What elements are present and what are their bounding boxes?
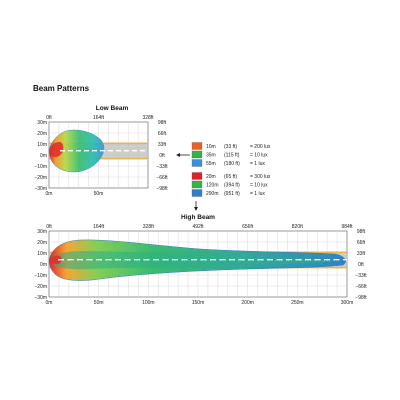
arrow-down-icon [194,207,198,211]
x-tick-label-bottom: 250m [291,300,304,306]
legend-feet: (115 ft) [224,153,240,159]
legend-distance: 290m [206,191,219,197]
legend-distance: 35m [206,153,216,159]
arrow-left-icon [176,153,180,157]
y-tick-label-right: 33ft [357,251,366,257]
legend-swatch [191,142,203,150]
legend-distance: 20m [206,174,216,180]
y-tick-label-right: 66ft [158,131,167,137]
y-tick-label-left: 20m [37,240,47,246]
low-beam-pattern-core [49,142,64,158]
y-tick-label-left: −30m [34,295,47,301]
page-title: Beam Patterns [33,84,90,93]
legend-lux: = 200 lux [250,144,271,150]
legend-lux: = 1 lux [250,161,265,167]
legend-distance: 120m [206,183,219,189]
x-tick-label-bottom: 50m [94,300,104,306]
legend-feet: (65 ft) [224,174,237,180]
low-beam-chart: Low Beam 30m 20m 10m 0m −10m −20m −30m 98ft 66ft… [34,105,168,197]
x-tick-label-top: 0ft [46,224,52,230]
y-tick-label-left: 30m [37,229,47,235]
x-tick-label-bottom: 200m [241,300,254,306]
y-tick-label-left: 10m [37,142,47,148]
y-tick-label-right: −66ft [156,175,168,181]
high-beam-pattern-core [50,255,62,265]
y-tick-label-left: 0m [40,153,47,159]
y-tick-label-right: 0ft [358,262,364,268]
legend-lux: = 300 lux [250,174,271,180]
legend-swatch [191,150,203,159]
legend-swatch [191,189,203,197]
x-tick-label-top: 820ft [292,224,304,230]
legend-swatch [191,172,203,180]
legend-feet: (394 ft) [224,183,240,189]
y-tick-label-right: −33ft [355,273,367,279]
high-beam-chart: High Beam 30m 20m 10m 0m −10m −20m −30m 98ft 66f… [34,214,367,306]
y-tick-label-right: 33ft [158,142,167,148]
x-tick-label-top: 0ft [46,115,52,121]
x-tick-label-top: 164ft [93,115,105,121]
y-tick-label-right: 0ft [159,153,165,159]
legend-feet: (951 ft) [224,191,240,197]
legend-feet: (33 ft) [224,144,237,150]
legend-swatch [191,159,203,167]
x-tick-label-bottom: 300m [341,300,354,306]
y-tick-label-left: 0m [40,262,47,268]
x-tick-label-bottom: 0m [46,300,53,306]
x-tick-label-top: 656ft [242,224,254,230]
high-beam-title: High Beam [181,214,215,221]
legend-distance: 10m [206,144,216,150]
y-tick-label-left: 20m [37,131,47,137]
y-tick-label-left: −30m [34,186,47,192]
x-tick-label-top: 984ft [341,224,353,230]
legend-lux: = 1 lux [250,191,265,197]
y-tick-label-left: 30m [37,120,47,126]
y-tick-label-right: 98ft [158,120,167,126]
legend-feet: (180 ft) [224,161,240,167]
y-tick-label-right: 66ft [357,240,366,246]
legend-lux: = 10 lux [250,183,268,189]
y-tick-label-right: −98ft [355,295,367,301]
y-tick-label-left: −10m [34,164,47,170]
y-tick-label-right: −33ft [156,164,168,170]
x-tick-label-bottom: 50m [94,191,104,197]
legend: 10m (33 ft) = 200 lux 35m (115 ft) = 10 lux 55… [176,142,271,211]
y-tick-label-right: 98ft [357,229,366,235]
y-tick-label-left: 10m [37,251,47,257]
x-tick-label-top: 328ft [143,224,155,230]
legend-distance: 55m [206,161,216,167]
x-tick-label-top: 164ft [93,224,105,230]
y-tick-label-left: −20m [34,284,47,290]
y-tick-label-right: −98ft [156,186,168,192]
legend-lux: = 10 lux [250,153,268,159]
x-tick-label-top: 492ft [192,224,204,230]
y-tick-label-left: −10m [34,273,47,279]
y-tick-label-left: −20m [34,175,47,181]
legend-swatch [191,180,203,189]
x-tick-label-bottom: 0m [46,191,53,197]
x-tick-label-bottom: 100m [142,300,155,306]
y-tick-label-right: −66ft [355,284,367,290]
x-tick-label-bottom: 150m [192,300,205,306]
low-beam-title: Low Beam [96,105,129,112]
x-tick-label-top: 328ft [142,115,154,121]
